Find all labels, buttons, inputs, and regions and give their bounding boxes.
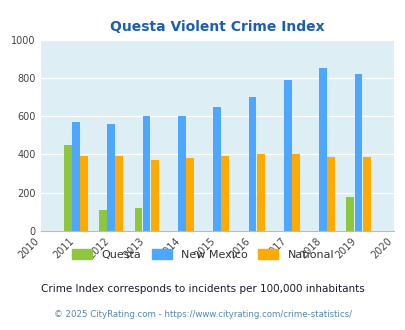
Legend: Questa, New Mexico, National: Questa, New Mexico, National — [67, 245, 338, 264]
Bar — [326, 157, 335, 231]
Bar — [99, 210, 107, 231]
Bar — [107, 124, 115, 231]
Bar — [362, 157, 370, 231]
Bar — [142, 116, 150, 231]
Bar — [134, 208, 142, 231]
Bar — [354, 74, 362, 231]
Bar — [213, 107, 221, 231]
Bar — [115, 156, 123, 231]
Bar — [177, 116, 185, 231]
Text: © 2025 CityRating.com - https://www.cityrating.com/crime-statistics/: © 2025 CityRating.com - https://www.city… — [54, 310, 351, 319]
Title: Questa Violent Crime Index: Questa Violent Crime Index — [110, 20, 324, 34]
Bar — [64, 145, 72, 231]
Bar — [185, 158, 194, 231]
Bar — [248, 97, 256, 231]
Bar — [318, 68, 326, 231]
Bar — [291, 154, 299, 231]
Bar — [80, 156, 88, 231]
Bar — [256, 154, 264, 231]
Bar — [345, 197, 354, 231]
Bar — [283, 80, 291, 231]
Bar — [221, 156, 229, 231]
Bar — [72, 122, 80, 231]
Bar — [150, 160, 158, 231]
Text: Crime Index corresponds to incidents per 100,000 inhabitants: Crime Index corresponds to incidents per… — [41, 284, 364, 294]
